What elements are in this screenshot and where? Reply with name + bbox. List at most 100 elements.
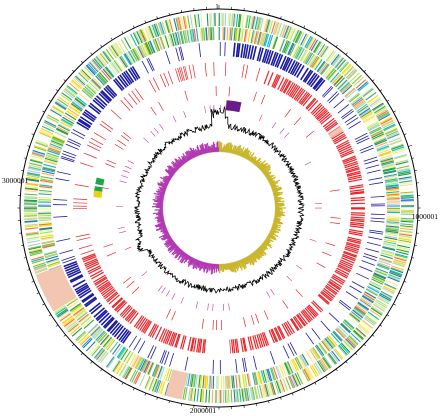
cog-gene-forward (27, 242, 41, 247)
red-feature (339, 147, 353, 155)
cog-gene-forward (306, 36, 314, 49)
cog-gene-reverse (209, 27, 212, 41)
cog-gene-forward (47, 114, 60, 122)
cog-gene-reverse (375, 141, 388, 148)
cog-gene-reverse (323, 338, 333, 350)
cog-gene-forward (182, 16, 187, 30)
cog-gene-forward (275, 380, 281, 394)
cog-gene-forward (316, 360, 325, 373)
red-feature (263, 331, 270, 346)
blue-gene (345, 291, 358, 300)
cog-gene-reverse (66, 298, 78, 307)
cog-gene-reverse (272, 36, 278, 49)
cog-gene-reverse (127, 51, 135, 64)
cog-gene-reverse (70, 103, 83, 112)
red-feature (320, 114, 333, 125)
gc-skew-positive (246, 151, 252, 160)
red-feature-inner (330, 222, 341, 225)
cog-gene-forward (33, 147, 46, 153)
cog-gene-forward (369, 309, 382, 318)
cog-gene-reverse (247, 373, 252, 387)
cog-gene-forward (392, 147, 405, 153)
cog-gene-forward (125, 367, 133, 380)
gc-skew-negative (213, 263, 216, 274)
cog-gene-reverse (272, 36, 279, 50)
gc-skew-positive (231, 262, 235, 272)
red-feature (349, 184, 364, 188)
cog-gene-forward (400, 220, 414, 223)
cog-gene-forward (200, 13, 203, 27)
cog-gene-reverse (228, 27, 231, 41)
cog-gene-forward (290, 374, 297, 388)
cog-gene-forward (147, 26, 154, 39)
gc-skew-negative (158, 183, 168, 188)
gc-skew-negative (181, 253, 189, 264)
red-feature-inner (260, 94, 266, 105)
cog-gene-reverse (244, 373, 248, 387)
gc-skew-positive (267, 176, 276, 182)
cog-gene-reverse (38, 193, 52, 196)
blue-gene (293, 63, 303, 77)
red-feature (306, 98, 317, 110)
gc-skew-positive (274, 211, 285, 214)
cog-gene-reverse (386, 214, 400, 217)
cog-gene-reverse (41, 240, 55, 244)
red-feature (349, 225, 364, 229)
cog-gene-reverse (386, 199, 400, 202)
cog-gene-reverse (363, 115, 376, 124)
cog-gene-forward (202, 389, 205, 403)
cog-gene-forward (175, 17, 180, 31)
cog-gene-forward (126, 35, 134, 48)
cog-gene-reverse (252, 372, 256, 386)
cog-gene-reverse (281, 40, 288, 53)
cog-gene-forward (385, 130, 399, 137)
gc-skew-negative (194, 149, 199, 157)
cog-gene-forward (88, 342, 98, 354)
cog-gene-forward (343, 340, 353, 351)
cog-gene-reverse (377, 148, 391, 154)
scale-tick (372, 79, 375, 82)
gc-skew-positive (232, 145, 237, 155)
cog-gene-reverse (376, 264, 390, 271)
cog-gene-forward (349, 72, 360, 83)
cog-gene-forward (148, 25, 155, 39)
blue-gene (60, 157, 75, 163)
red-feature (137, 317, 147, 330)
scale-tick (71, 344, 75, 347)
cog-gene-forward (276, 23, 282, 36)
gc-skew-negative (155, 195, 165, 199)
blue-gene (366, 242, 381, 246)
blue-gene (328, 312, 340, 323)
cog-gene-reverse (386, 198, 400, 200)
cog-gene-forward (395, 161, 409, 166)
cog-gene-forward (234, 13, 237, 27)
cog-gene-forward (361, 86, 372, 96)
scale-tick (100, 368, 103, 372)
cog-gene-reverse (177, 31, 182, 45)
cog-gene-reverse (260, 32, 265, 46)
red-feature (256, 334, 262, 349)
cog-gene-reverse (192, 28, 196, 42)
cog-gene-forward (387, 275, 401, 282)
red-feature (337, 264, 352, 272)
blue-gene (113, 325, 124, 338)
blue-gene (342, 110, 354, 120)
cog-gene-forward (159, 21, 165, 35)
gc-skew-positive (259, 162, 269, 171)
blue-gene (77, 119, 91, 129)
pink-marker (153, 127, 159, 134)
cog-gene-reverse (128, 353, 136, 366)
scale-tick (379, 89, 383, 92)
cog-gene-forward (383, 285, 396, 293)
red-feature (346, 239, 361, 245)
cog-gene-reverse (113, 60, 123, 72)
cog-gene-reverse (38, 198, 52, 201)
cog-gene-forward (68, 323, 79, 333)
pink-marker (121, 175, 129, 178)
cog-gene-forward (81, 69, 92, 80)
blue-gene (100, 91, 112, 103)
gc-skew-positive (242, 147, 249, 158)
cog-gene-forward (97, 55, 107, 66)
red-feature (80, 162, 94, 168)
